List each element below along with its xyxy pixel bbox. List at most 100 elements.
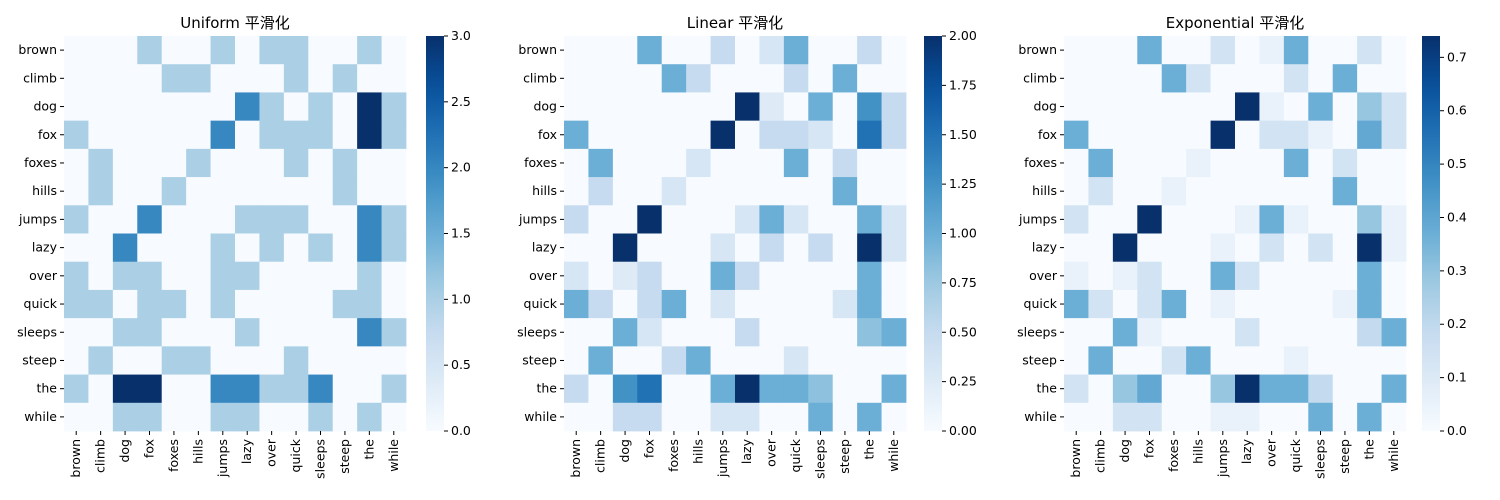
y-tick-label: quick	[524, 296, 558, 311]
heatmap-cell	[1259, 177, 1285, 206]
heatmap-cell	[1308, 233, 1334, 263]
heatmap-cell	[283, 289, 309, 319]
heatmap-cell	[1137, 120, 1163, 150]
heatmap-cell	[161, 233, 187, 263]
exponential-heatmap-panel: Exponential 平滑化brownclimbdogfoxfoxeshill…	[1017, 14, 1467, 479]
heatmap-cell	[759, 148, 785, 178]
heatmap-cell	[1381, 346, 1407, 375]
heatmap-cell	[235, 148, 260, 178]
x-tick-label: lazy	[739, 438, 754, 464]
heatmap-cell	[832, 318, 858, 347]
heatmap-cell	[661, 233, 687, 263]
heatmap-cell	[259, 233, 285, 263]
x-tick-label: the	[1361, 439, 1376, 460]
heatmap-cell	[612, 346, 638, 375]
heatmap-cell	[710, 92, 736, 122]
heatmap-cell	[1357, 233, 1382, 263]
heatmap-cell	[881, 289, 907, 319]
x-tick-label: brown	[568, 439, 583, 478]
heatmap-cell	[308, 289, 334, 319]
heatmap-cell	[661, 318, 687, 347]
heatmap-cell	[210, 64, 236, 93]
heatmap-cell	[661, 289, 687, 319]
heatmap-cell	[1308, 289, 1334, 319]
heatmap-cell	[308, 402, 334, 432]
heatmap-cell	[710, 120, 736, 150]
y-tick-label: sleeps	[517, 324, 557, 339]
heatmap-cell	[1283, 374, 1309, 404]
heatmap-cell	[210, 148, 236, 178]
heatmap-cell	[1088, 177, 1114, 206]
heatmap-cell	[357, 261, 382, 291]
heatmap-cell	[1112, 177, 1138, 206]
heatmap-cell	[1235, 318, 1260, 347]
heatmap-cell	[881, 148, 907, 178]
heatmap-cell	[1332, 120, 1358, 150]
heatmap-cell	[1283, 177, 1309, 206]
heatmap-cell	[735, 92, 760, 122]
heatmap-cell	[857, 36, 882, 65]
heatmap-cell	[564, 148, 589, 178]
heatmap-cell	[1088, 205, 1114, 234]
heatmap-cell	[88, 148, 114, 178]
heatmap-cell	[259, 148, 285, 178]
heatmap-cell	[1161, 148, 1187, 178]
heatmap-cell	[308, 120, 334, 150]
heatmap-cell	[235, 318, 260, 347]
heatmap-cell	[857, 346, 882, 375]
heatmap-cell	[381, 64, 407, 93]
y-tick-label: the	[536, 381, 557, 396]
heatmap-cell	[1088, 36, 1114, 65]
heatmap-cell	[88, 233, 114, 263]
heatmap-cell	[1235, 402, 1260, 432]
heatmap-cell	[210, 289, 236, 319]
heatmap-cell	[161, 318, 187, 347]
heatmap-cell	[686, 346, 711, 375]
y-tick-label: over	[29, 268, 58, 283]
heatmap-cell	[308, 346, 334, 375]
heatmap-cell	[283, 64, 309, 93]
heatmap-cell	[759, 92, 785, 122]
heatmap-cell	[1186, 261, 1211, 291]
heatmap-cell	[161, 36, 187, 65]
heatmap-cell	[332, 233, 358, 263]
heatmap-cell	[259, 205, 285, 234]
heatmap-cell	[308, 318, 334, 347]
heatmap-cell	[1235, 36, 1260, 65]
heatmap-cell	[832, 205, 858, 234]
heatmap-cell	[832, 92, 858, 122]
y-tick-label: steep	[22, 352, 57, 367]
heatmap-cell	[686, 120, 711, 150]
heatmap-cell	[112, 402, 138, 432]
heatmap-cell	[564, 261, 589, 291]
heatmap-cell	[235, 402, 260, 432]
heatmap-cell	[161, 64, 187, 93]
heatmap-cell	[137, 177, 163, 206]
heatmap-cell	[735, 318, 760, 347]
heatmap-cell	[283, 233, 309, 263]
colorbar	[426, 36, 444, 431]
heatmap-cell	[137, 92, 163, 122]
heatmap-cell	[235, 92, 260, 122]
heatmap-cell	[332, 92, 358, 122]
heatmap-cell	[783, 402, 809, 432]
heatmap-cell	[735, 148, 760, 178]
heatmap-cell	[1259, 402, 1285, 432]
colorbar	[1422, 36, 1440, 431]
heatmap-cell	[161, 148, 187, 178]
x-tick-label: hills	[190, 439, 205, 464]
heatmap-cell	[1137, 92, 1163, 122]
heatmap-cell	[1235, 374, 1260, 404]
heatmap-cell	[283, 261, 309, 291]
heatmap-cell	[64, 36, 89, 65]
heatmap-cell	[1381, 177, 1407, 206]
heatmap-cell	[283, 92, 309, 122]
heatmap-cell	[1137, 346, 1163, 375]
heatmap-cell	[759, 177, 785, 206]
heatmap-cell	[381, 261, 407, 291]
y-tick-label: foxes	[524, 155, 557, 170]
chart-title: Linear 平滑化	[687, 14, 783, 32]
heatmap-cell	[1186, 374, 1211, 404]
heatmap-cell	[161, 289, 187, 319]
heatmap-cell	[564, 120, 589, 150]
